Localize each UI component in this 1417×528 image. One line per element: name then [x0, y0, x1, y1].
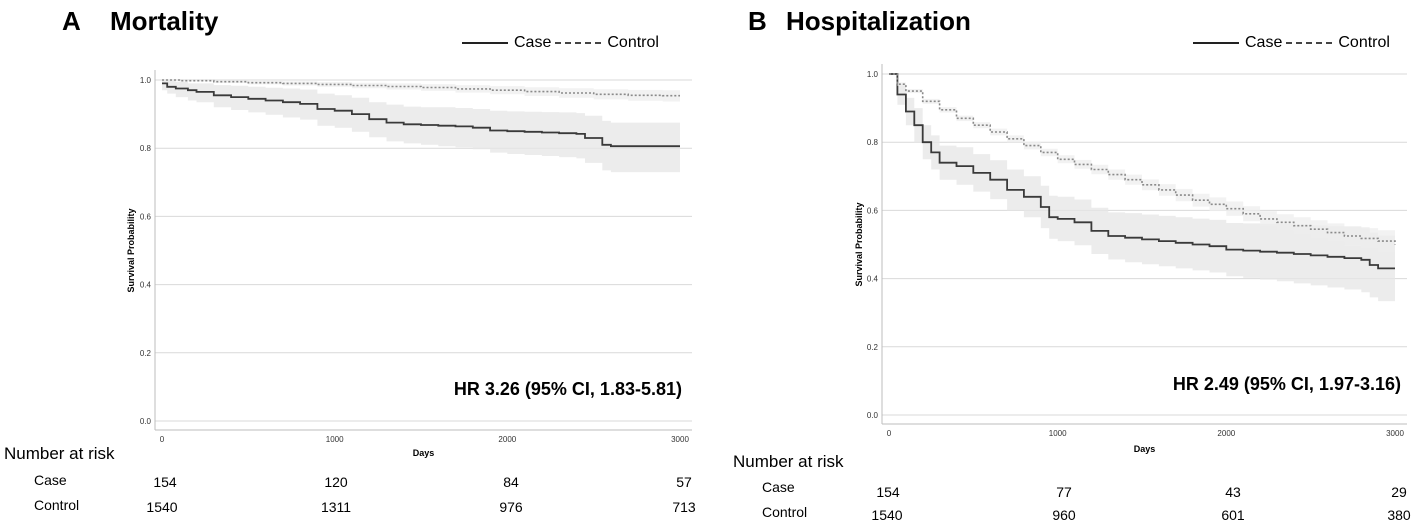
- panel-b-risk-case-3: 29: [1391, 484, 1407, 500]
- panel-a-risk-case-3: 57: [676, 474, 692, 490]
- panel-a-ytick-label: 0.0: [140, 417, 152, 426]
- panel-b-risk-control-1: 960: [1052, 507, 1076, 523]
- panel-a-legend: Case Control: [462, 34, 659, 52]
- panel-a-xtick-label: 1000: [326, 435, 344, 444]
- panel-a-letter: A: [62, 6, 81, 36]
- panel-b-title: Hospitalization: [786, 6, 971, 36]
- panel-b-x-axis-title: Days: [1134, 444, 1156, 454]
- panel-a-ytick-label: 0.2: [140, 349, 152, 358]
- panel-b-xtick-label: 1000: [1049, 429, 1067, 438]
- panel-b-risk-case-0: 154: [876, 484, 900, 500]
- legend-case-label: Case: [514, 34, 552, 51]
- panel-a-series-control-ci-band: [162, 80, 680, 102]
- panel-b-series-control-ci-band: [889, 74, 1395, 257]
- panel-b-series-case-line: [889, 73, 1395, 270]
- panel-b-y-axis-title: Survival Probability: [854, 202, 864, 286]
- panel-b-xtick-label: 2000: [1217, 429, 1235, 438]
- panel-a-risk-title: Number at risk: [4, 444, 115, 463]
- panel-b-xtick-label: 0: [887, 429, 892, 438]
- panel-b-series-control-line: [889, 73, 1396, 245]
- panel-a-risk-control-0: 1540: [146, 499, 178, 515]
- panel-b-hr-annotation: HR 2.49 (95% CI, 1.97-3.16): [1173, 374, 1401, 394]
- legend-control-dash-icon: [1286, 42, 1333, 44]
- panel-a-risk-control-2: 976: [499, 499, 523, 515]
- panel-a-y-axis-title: Survival Probability: [126, 208, 136, 292]
- panel-b-risk-case-2: 43: [1225, 484, 1241, 500]
- panel-a-xtick-label: 2000: [498, 435, 516, 444]
- legend-control-label: Control: [607, 34, 659, 51]
- panel-a-risk-case-2: 84: [503, 474, 519, 490]
- panel-b-xtick-label: 3000: [1386, 429, 1404, 438]
- panel-b-risk-label-case: Case: [762, 479, 795, 495]
- legend-control-label: Control: [1338, 34, 1390, 51]
- panel-a-ytick-label: 0.4: [140, 281, 152, 290]
- panel-a-ytick-label: 1.0: [140, 76, 152, 85]
- panel-a-risk-case-0: 154: [153, 474, 177, 490]
- panel-b-ytick-label: 0.0: [867, 411, 879, 420]
- panel-b-series-case-ci-band: [889, 74, 1395, 302]
- panel-b-risk-control-0: 1540: [871, 507, 903, 523]
- panel-a-series-control-line: [162, 79, 680, 97]
- panel-a-risk-control-1: 1311: [320, 499, 352, 515]
- panel-a-series-case-line: [162, 82, 680, 148]
- panel-a-xtick-label: 0: [160, 435, 165, 444]
- panel-b-risk-control-3: 380: [1387, 507, 1411, 523]
- panel-a-risk-label-case: Case: [34, 472, 67, 488]
- panel-a-x-axis-title: Days: [413, 448, 435, 458]
- legend-case-line-icon: [1193, 42, 1239, 44]
- panel-a-xtick-label: 3000: [671, 435, 689, 444]
- panel-b-ytick-label: 0.6: [867, 206, 879, 215]
- panel-b-letter: B: [748, 6, 767, 36]
- panel-b-ytick-label: 0.4: [867, 275, 879, 284]
- panel-a-ytick-label: 0.8: [140, 144, 152, 153]
- panel-a-ytick-label: 0.6: [140, 212, 152, 221]
- panel-a-title: Mortality: [110, 6, 219, 36]
- panel-b-risk-label-control: Control: [762, 504, 808, 520]
- panel-b-ytick-label: 0.2: [867, 343, 879, 352]
- panel-b-risk-case-1: 77: [1056, 484, 1072, 500]
- legend-control-dash-icon: [555, 42, 602, 44]
- panel-b-legend: Case Control: [1193, 34, 1390, 52]
- panel-a-hr-annotation: HR 3.26 (95% CI, 1.83-5.81): [454, 379, 682, 399]
- panel-a-risk-case-1: 120: [324, 474, 348, 490]
- panel-b-ytick-label: 0.8: [867, 138, 879, 147]
- panel-b-ytick-label: 1.0: [867, 70, 879, 79]
- panel-b-risk-control-2: 601: [1221, 507, 1245, 523]
- panel-a-risk-control-3: 713: [672, 499, 696, 515]
- legend-case-line-icon: [462, 42, 508, 44]
- panel-b-risk-title: Number at risk: [733, 452, 844, 471]
- panel-a-risk-label-control: Control: [34, 497, 80, 513]
- legend-case-label: Case: [1245, 34, 1283, 51]
